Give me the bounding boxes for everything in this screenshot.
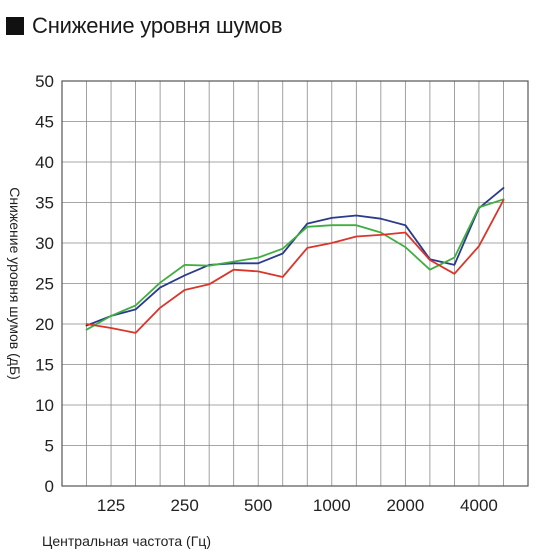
- y-tick-label: 40: [35, 153, 54, 172]
- series-line-2: [85, 198, 505, 331]
- title-square-icon: [6, 17, 24, 35]
- y-tick-label: 0: [45, 477, 54, 496]
- y-tick-label: 20: [35, 315, 54, 334]
- y-tick-label: 15: [35, 356, 54, 375]
- x-tick-label: 4000: [460, 496, 498, 515]
- y-tick-label: 45: [35, 113, 54, 132]
- y-tick-label: 35: [35, 194, 54, 213]
- x-tick-label: 1000: [313, 496, 351, 515]
- x-tick-label: 250: [170, 496, 198, 515]
- series-line-3: [85, 199, 505, 334]
- x-tick-label: 2000: [386, 496, 424, 515]
- y-tick-label: 50: [35, 72, 54, 91]
- y-tick-label: 25: [35, 275, 54, 294]
- y-tick-label: 30: [35, 234, 54, 253]
- x-tick-label: 500: [244, 496, 272, 515]
- y-axis-label: Снижение уровня шумов (дБ): [7, 187, 23, 380]
- x-axis-label: Центральная частота (Гц): [42, 533, 211, 549]
- x-tick-label: 125: [97, 496, 125, 515]
- chart-title-row: Снижение уровня шумов: [6, 12, 283, 40]
- y-tick-label: 10: [35, 396, 54, 415]
- chart-title: Снижение уровня шумов: [32, 13, 283, 38]
- y-tick-label: 5: [45, 437, 54, 456]
- plot-frame: [61, 80, 529, 487]
